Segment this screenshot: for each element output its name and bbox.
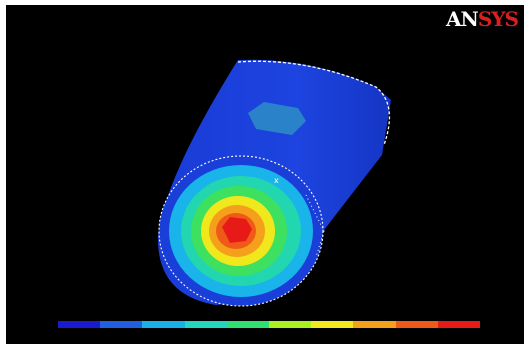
cylinder-model: x — [157, 59, 391, 307]
legend-band — [395, 321, 438, 328]
surface-patch — [248, 102, 306, 135]
node-marker: x — [274, 176, 279, 185]
ansys-logo: ANSYS — [446, 7, 519, 31]
legend-band — [437, 321, 481, 328]
legend-band — [58, 321, 101, 328]
front-cap-contours — [159, 156, 323, 306]
lower-seam — [305, 194, 325, 258]
back-cap-edge — [237, 60, 390, 146]
legend-band — [142, 321, 185, 328]
graphics-window[interactable]: ANSYS — [6, 5, 524, 344]
front-cap-edge — [158, 155, 324, 307]
legend-band — [226, 321, 270, 328]
contour-plot-viewport[interactable]: x — [6, 5, 524, 344]
legend-band — [100, 321, 143, 328]
legend-band — [353, 321, 396, 328]
legend-band — [311, 321, 354, 328]
legend-band — [269, 321, 312, 328]
legend-band — [184, 321, 227, 328]
contour-legend-bar — [58, 321, 481, 328]
